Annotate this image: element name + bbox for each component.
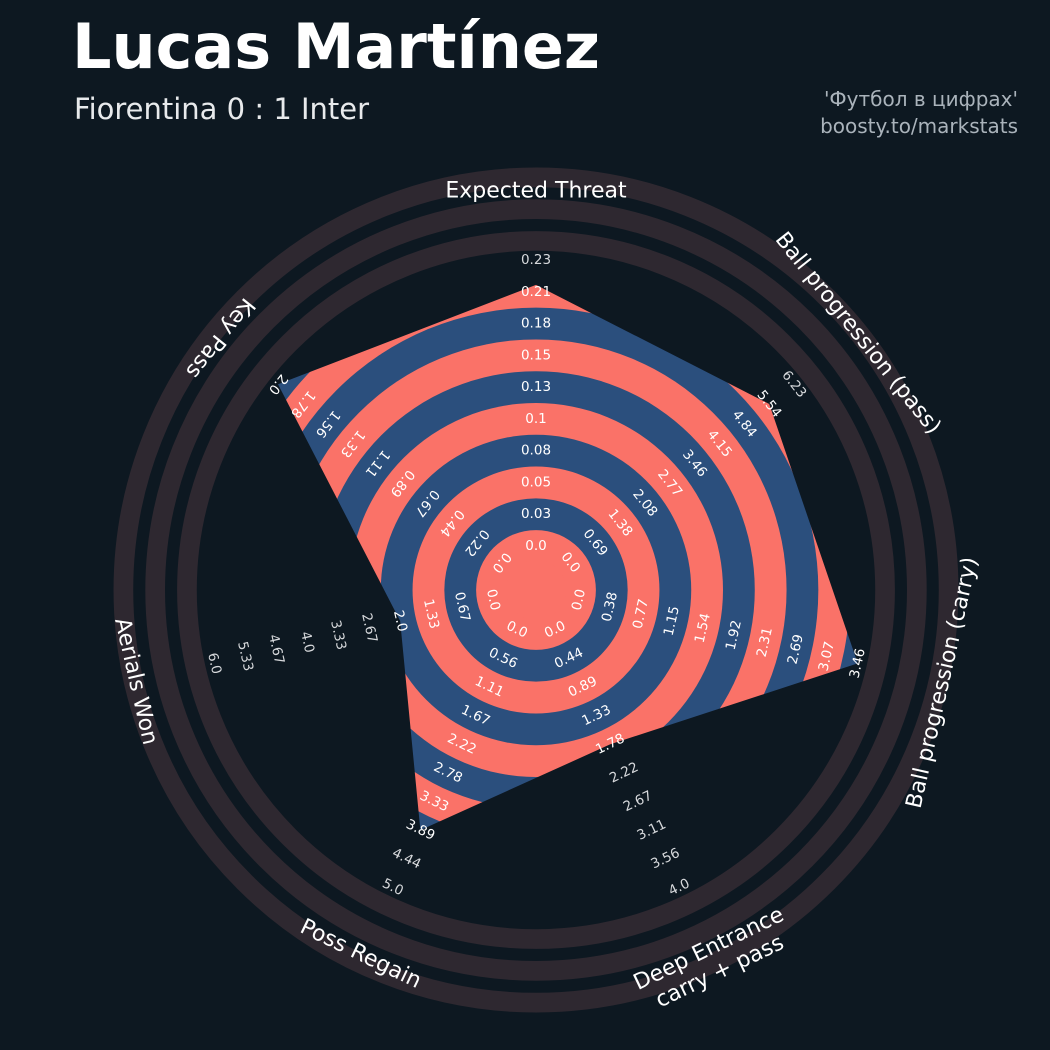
tick-label: 0.38	[599, 590, 621, 623]
tick-label: 3.07	[816, 640, 838, 673]
tick-label: 3.33	[327, 619, 349, 652]
tick-label: 0.15	[521, 347, 551, 363]
tick-label: 0.21	[521, 284, 551, 300]
tick-label: 6.0	[204, 651, 224, 676]
credits-block: 'Футбол в цифрах' boosty.to/markstats	[820, 86, 1018, 140]
axis-title: Expected Threat	[445, 179, 627, 204]
tick-label: 0.23	[521, 252, 551, 268]
tick-label: 0.0	[525, 538, 546, 554]
tick-label: 1.33	[420, 597, 442, 630]
page-title: Lucas Martínez	[72, 10, 600, 83]
tick-label: 0.0	[483, 588, 503, 613]
tick-label: 0.67	[451, 590, 473, 623]
tick-label: 2.67	[358, 612, 380, 645]
outer-ring	[145, 199, 927, 981]
tick-label: 0.05	[521, 474, 551, 490]
outer-ring	[113, 167, 959, 1013]
tick-label: 1.15	[661, 605, 683, 638]
tick-label: 4.67	[265, 633, 287, 666]
center-dot-group	[505, 559, 567, 621]
center-dot	[505, 559, 567, 621]
chart-header: Lucas Martínez Fiorentina 0 : 1 Inter 'Ф…	[0, 0, 1050, 150]
tick-label: 0.18	[521, 316, 551, 332]
tick-label: 1.92	[723, 619, 745, 652]
tick-label: 1.54	[692, 612, 714, 645]
match-score-subtitle: Fiorentina 0 : 1 Inter	[74, 92, 370, 126]
tick-label: 0.0	[569, 588, 589, 613]
tick-label: 2.0	[390, 609, 410, 634]
tick-label: 0.03	[521, 506, 551, 522]
tick-label: 0.1	[525, 411, 546, 427]
outer-ring-band-group	[113, 167, 959, 1013]
tick-label: 0.08	[521, 443, 551, 459]
tick-label: 2.31	[754, 626, 776, 659]
tick-label: 2.69	[785, 633, 807, 666]
outer-ring	[177, 231, 895, 949]
tick-label: 0.77	[630, 597, 652, 630]
tick-label: 3.46	[847, 647, 869, 680]
credit-source: 'Футбол в цифрах'	[823, 87, 1018, 111]
tick-label: 0.13	[521, 379, 551, 395]
credit-link[interactable]: boosty.to/markstats	[820, 114, 1018, 138]
tick-label: 5.33	[234, 640, 256, 673]
tick-label: 4.0	[297, 630, 317, 655]
